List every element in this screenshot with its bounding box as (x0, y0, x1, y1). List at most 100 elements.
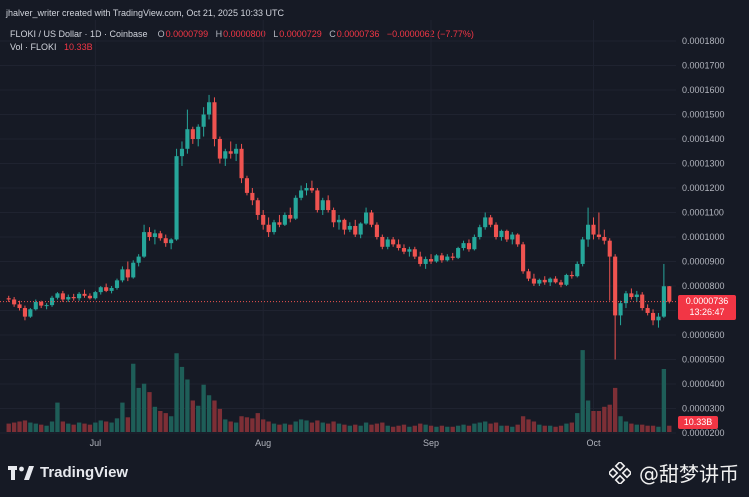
candle-body[interactable] (504, 230, 509, 240)
candle-body[interactable] (326, 200, 331, 211)
candle-body[interactable] (239, 148, 244, 179)
candle-body[interactable] (634, 294, 639, 298)
candle-body[interactable] (114, 280, 120, 288)
candle-body[interactable] (423, 259, 428, 264)
candle-body[interactable] (385, 239, 390, 247)
candle-body[interactable] (374, 224, 379, 237)
candle-body[interactable] (244, 178, 250, 193)
candle-body[interactable] (607, 240, 612, 257)
candle-body[interactable] (33, 301, 38, 310)
candle-body[interactable] (623, 293, 629, 304)
candle-body[interactable] (228, 151, 233, 154)
candle-body[interactable] (82, 293, 87, 296)
candle-body[interactable] (521, 244, 526, 272)
candle-body[interactable] (142, 232, 147, 257)
candle-body[interactable] (223, 151, 228, 159)
candle-body[interactable] (439, 255, 444, 261)
candle-body[interactable] (309, 188, 314, 191)
candle-body[interactable] (288, 214, 293, 219)
candle-body[interactable] (477, 227, 482, 237)
candle-body[interactable] (206, 102, 212, 115)
candle-body[interactable] (510, 234, 515, 240)
candle-body[interactable] (488, 217, 493, 225)
candle-body[interactable] (364, 212, 369, 224)
candle-body[interactable] (407, 249, 412, 252)
candle-body[interactable] (629, 293, 634, 298)
candle-body[interactable] (650, 312, 656, 321)
candle-body[interactable] (342, 219, 347, 230)
candle-body[interactable] (645, 308, 650, 313)
candle-body[interactable] (190, 129, 195, 139)
candle-body[interactable] (548, 278, 553, 283)
candle-body[interactable] (347, 225, 352, 230)
candle-body[interactable] (656, 316, 661, 321)
candle-body[interactable] (445, 256, 450, 261)
candle-body[interactable] (526, 271, 531, 279)
candle-body[interactable] (98, 287, 103, 293)
candle-body[interactable] (304, 188, 309, 191)
candle-body[interactable] (109, 287, 114, 291)
candle-body[interactable] (87, 295, 92, 299)
candle-body[interactable] (136, 256, 141, 263)
candle-body[interactable] (450, 256, 455, 258)
candle-body[interactable] (179, 148, 185, 157)
candle-body[interactable] (353, 225, 358, 235)
candle-body[interactable] (456, 248, 461, 258)
candle-body[interactable] (120, 269, 125, 281)
candle-body[interactable] (580, 239, 585, 264)
candle-body[interactable] (158, 233, 163, 239)
candle-body[interactable] (667, 286, 672, 302)
symbol-title[interactable]: FLOKI / US Dollar · 1D · Coinbase (10, 29, 148, 39)
candle-body[interactable] (499, 230, 504, 237)
candle-body[interactable] (537, 279, 542, 284)
candle-body[interactable] (602, 237, 607, 241)
candle-body[interactable] (401, 248, 407, 252)
candle-body[interactable] (271, 222, 277, 233)
candle-body[interactable] (618, 303, 623, 316)
candle-body[interactable] (358, 223, 363, 235)
candle-body[interactable] (60, 293, 65, 300)
candle-body[interactable] (613, 256, 618, 316)
candle-body[interactable] (44, 305, 49, 307)
candle-body[interactable] (201, 114, 206, 127)
candle-body[interactable] (531, 278, 536, 284)
candle-body[interactable] (147, 232, 152, 237)
candle-body[interactable] (315, 190, 320, 211)
candle-body[interactable] (250, 192, 255, 201)
candle-body[interactable] (104, 287, 109, 291)
candle-body[interactable] (569, 274, 574, 277)
candle-body[interactable] (320, 200, 325, 211)
candle-body[interactable] (461, 243, 466, 249)
candle-body[interactable] (217, 139, 222, 159)
candle-body[interactable] (542, 279, 547, 283)
candle-body[interactable] (558, 282, 564, 285)
candle-body[interactable] (55, 293, 60, 298)
candle-body[interactable] (428, 259, 434, 262)
candle-body[interactable] (234, 148, 239, 154)
candle-body[interactable] (515, 234, 520, 245)
candle-body[interactable] (66, 297, 71, 300)
candle-body[interactable] (466, 243, 472, 250)
candle-body[interactable] (418, 256, 423, 264)
candle-body[interactable] (391, 239, 396, 245)
candle-body[interactable] (125, 269, 130, 278)
candle-body[interactable] (196, 126, 201, 139)
candle-body[interactable] (596, 234, 601, 237)
candle-body[interactable] (6, 298, 11, 300)
volume-label[interactable]: Vol · FLOKI (10, 42, 57, 52)
candle-body[interactable] (77, 293, 82, 299)
candle-body[interactable] (331, 210, 336, 223)
candle-body[interactable] (28, 309, 33, 317)
candle-body[interactable] (591, 224, 596, 235)
candle-body[interactable] (49, 297, 55, 306)
candle-body[interactable] (17, 304, 22, 309)
tradingview-logo[interactable]: TradingView (8, 464, 128, 481)
candle-body[interactable] (282, 214, 287, 225)
candle-body[interactable] (472, 237, 477, 250)
candle-body[interactable] (174, 156, 179, 240)
candle-body[interactable] (553, 278, 558, 283)
candle-body[interactable] (293, 197, 298, 219)
candle-body[interactable] (93, 292, 98, 299)
candle-body[interactable] (483, 217, 488, 228)
